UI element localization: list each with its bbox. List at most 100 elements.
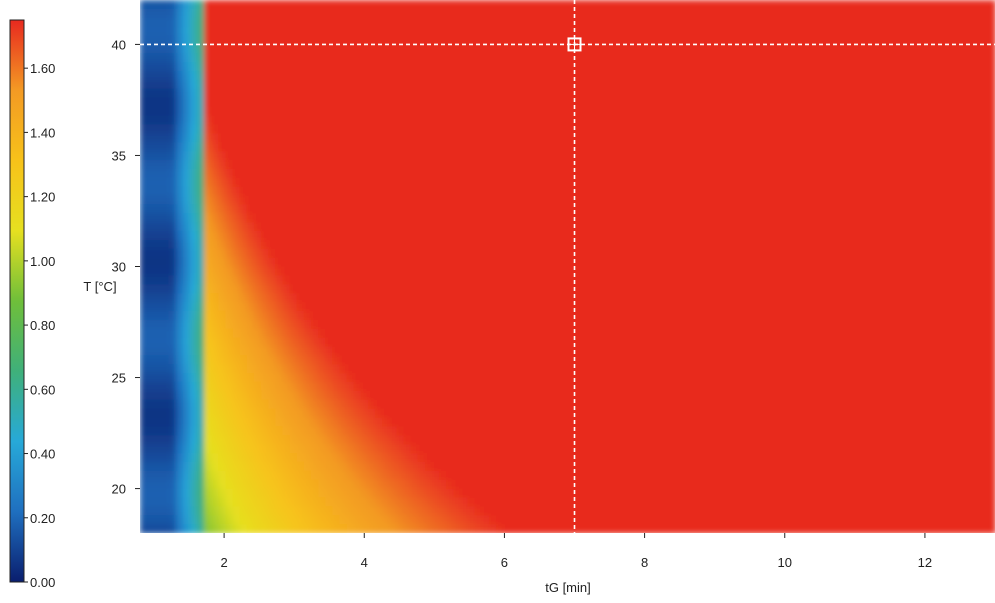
heatmap-cell	[289, 213, 298, 223]
heatmap-cell	[938, 26, 946, 37]
heatmap-cell	[289, 53, 298, 63]
heatmap-cell	[467, 328, 476, 339]
heatmap-cell	[318, 44, 327, 55]
heatmap-cell	[902, 310, 911, 321]
heatmap-cell	[311, 8, 319, 19]
heatmap-cell	[695, 266, 704, 277]
heatmap-cell	[681, 266, 690, 277]
heatmap-cell	[197, 186, 205, 197]
heatmap-cell	[239, 364, 248, 374]
heatmap-cell	[767, 284, 775, 294]
heatmap-cell	[852, 213, 861, 223]
heatmap-cell	[667, 275, 676, 286]
heatmap-cell	[296, 195, 305, 206]
heatmap-cell	[845, 239, 854, 250]
heatmap-cell	[225, 239, 234, 250]
heatmap-cell	[246, 186, 255, 197]
heatmap-cell	[168, 248, 177, 259]
heatmap-cell	[282, 79, 291, 90]
heatmap-cell	[346, 168, 355, 179]
heatmap-cell	[802, 115, 811, 126]
heatmap-cell	[645, 266, 654, 277]
heatmap-cell	[945, 142, 954, 152]
heatmap-cell	[731, 142, 740, 152]
heatmap-cell	[275, 310, 284, 321]
heatmap-cell	[325, 319, 334, 330]
heatmap-cell	[923, 319, 932, 330]
heatmap-cell	[852, 293, 861, 303]
heatmap-cell	[980, 0, 989, 10]
heatmap-cell	[410, 257, 419, 268]
heatmap-cell	[197, 239, 205, 250]
heatmap-cell	[417, 142, 426, 152]
heatmap-cell	[417, 293, 426, 303]
heatmap-cell	[774, 88, 783, 99]
heatmap-cell	[453, 53, 462, 63]
heatmap-cell	[368, 239, 376, 250]
heatmap-cell	[396, 248, 405, 259]
heatmap-cell	[147, 266, 156, 277]
heatmap-cell	[631, 115, 640, 126]
heatmap-cell	[546, 248, 555, 259]
heatmap-cell	[510, 195, 519, 206]
heatmap-cell	[446, 115, 455, 126]
heatmap-cell	[182, 248, 191, 259]
heatmap-cell	[731, 26, 740, 37]
heatmap-cell	[140, 177, 148, 188]
heatmap-cell	[902, 337, 911, 348]
heatmap-cell	[767, 0, 775, 10]
heatmap-cell	[617, 35, 626, 46]
heatmap-cell	[881, 71, 889, 81]
heatmap-cell	[681, 106, 690, 117]
heatmap-cell	[959, 71, 968, 81]
heatmap-cell	[218, 35, 227, 46]
heatmap-cell	[282, 186, 291, 197]
heatmap-cell	[617, 195, 626, 206]
heatmap-cell	[161, 239, 170, 250]
heatmap-cell	[895, 79, 904, 90]
heatmap-cell	[410, 106, 419, 117]
heatmap-cell	[973, 239, 982, 250]
heatmap-cell	[360, 266, 369, 277]
heatmap-cell	[197, 26, 205, 37]
heatmap-cell	[980, 275, 989, 286]
heatmap-cell	[560, 26, 569, 37]
heatmap-cell	[873, 222, 882, 232]
heatmap-cell	[346, 142, 355, 152]
heatmap-cell	[902, 186, 911, 197]
heatmap-cell	[774, 115, 783, 126]
heatmap-cell	[752, 222, 761, 232]
heatmap-cell	[938, 97, 946, 108]
heatmap-cell	[866, 71, 875, 81]
heatmap-cell	[460, 8, 469, 19]
heatmap-cell	[574, 310, 583, 321]
heatmap-cell	[888, 266, 897, 277]
heatmap-cell	[667, 213, 676, 223]
heatmap-cell	[731, 115, 740, 126]
heatmap-cell	[845, 142, 854, 152]
heatmap-cell	[567, 239, 576, 250]
heatmap-cell	[781, 133, 790, 143]
heatmap-cell	[752, 79, 761, 90]
heatmap-cell	[866, 106, 875, 117]
heatmap-cell	[667, 195, 676, 206]
heatmap-cell	[289, 186, 298, 197]
heatmap-cell	[774, 151, 783, 161]
heatmap-cell	[952, 310, 961, 321]
heatmap-cell	[517, 44, 526, 55]
heatmap-cell	[318, 302, 327, 312]
heatmap-cell	[318, 319, 327, 330]
heatmap-cell	[268, 62, 277, 72]
heatmap-cell	[147, 133, 156, 143]
heatmap-cell	[624, 53, 633, 63]
heatmap-cell	[432, 266, 441, 277]
heatmap-cell	[752, 284, 761, 294]
heatmap-cell	[581, 230, 590, 241]
heatmap-cell	[368, 177, 376, 188]
heatmap-cell	[524, 106, 533, 117]
heatmap-cell	[781, 310, 790, 321]
heatmap-cell	[638, 186, 647, 197]
heatmap-cell	[681, 124, 690, 135]
heatmap-cell	[845, 88, 854, 99]
heatmap-cell	[218, 133, 227, 143]
